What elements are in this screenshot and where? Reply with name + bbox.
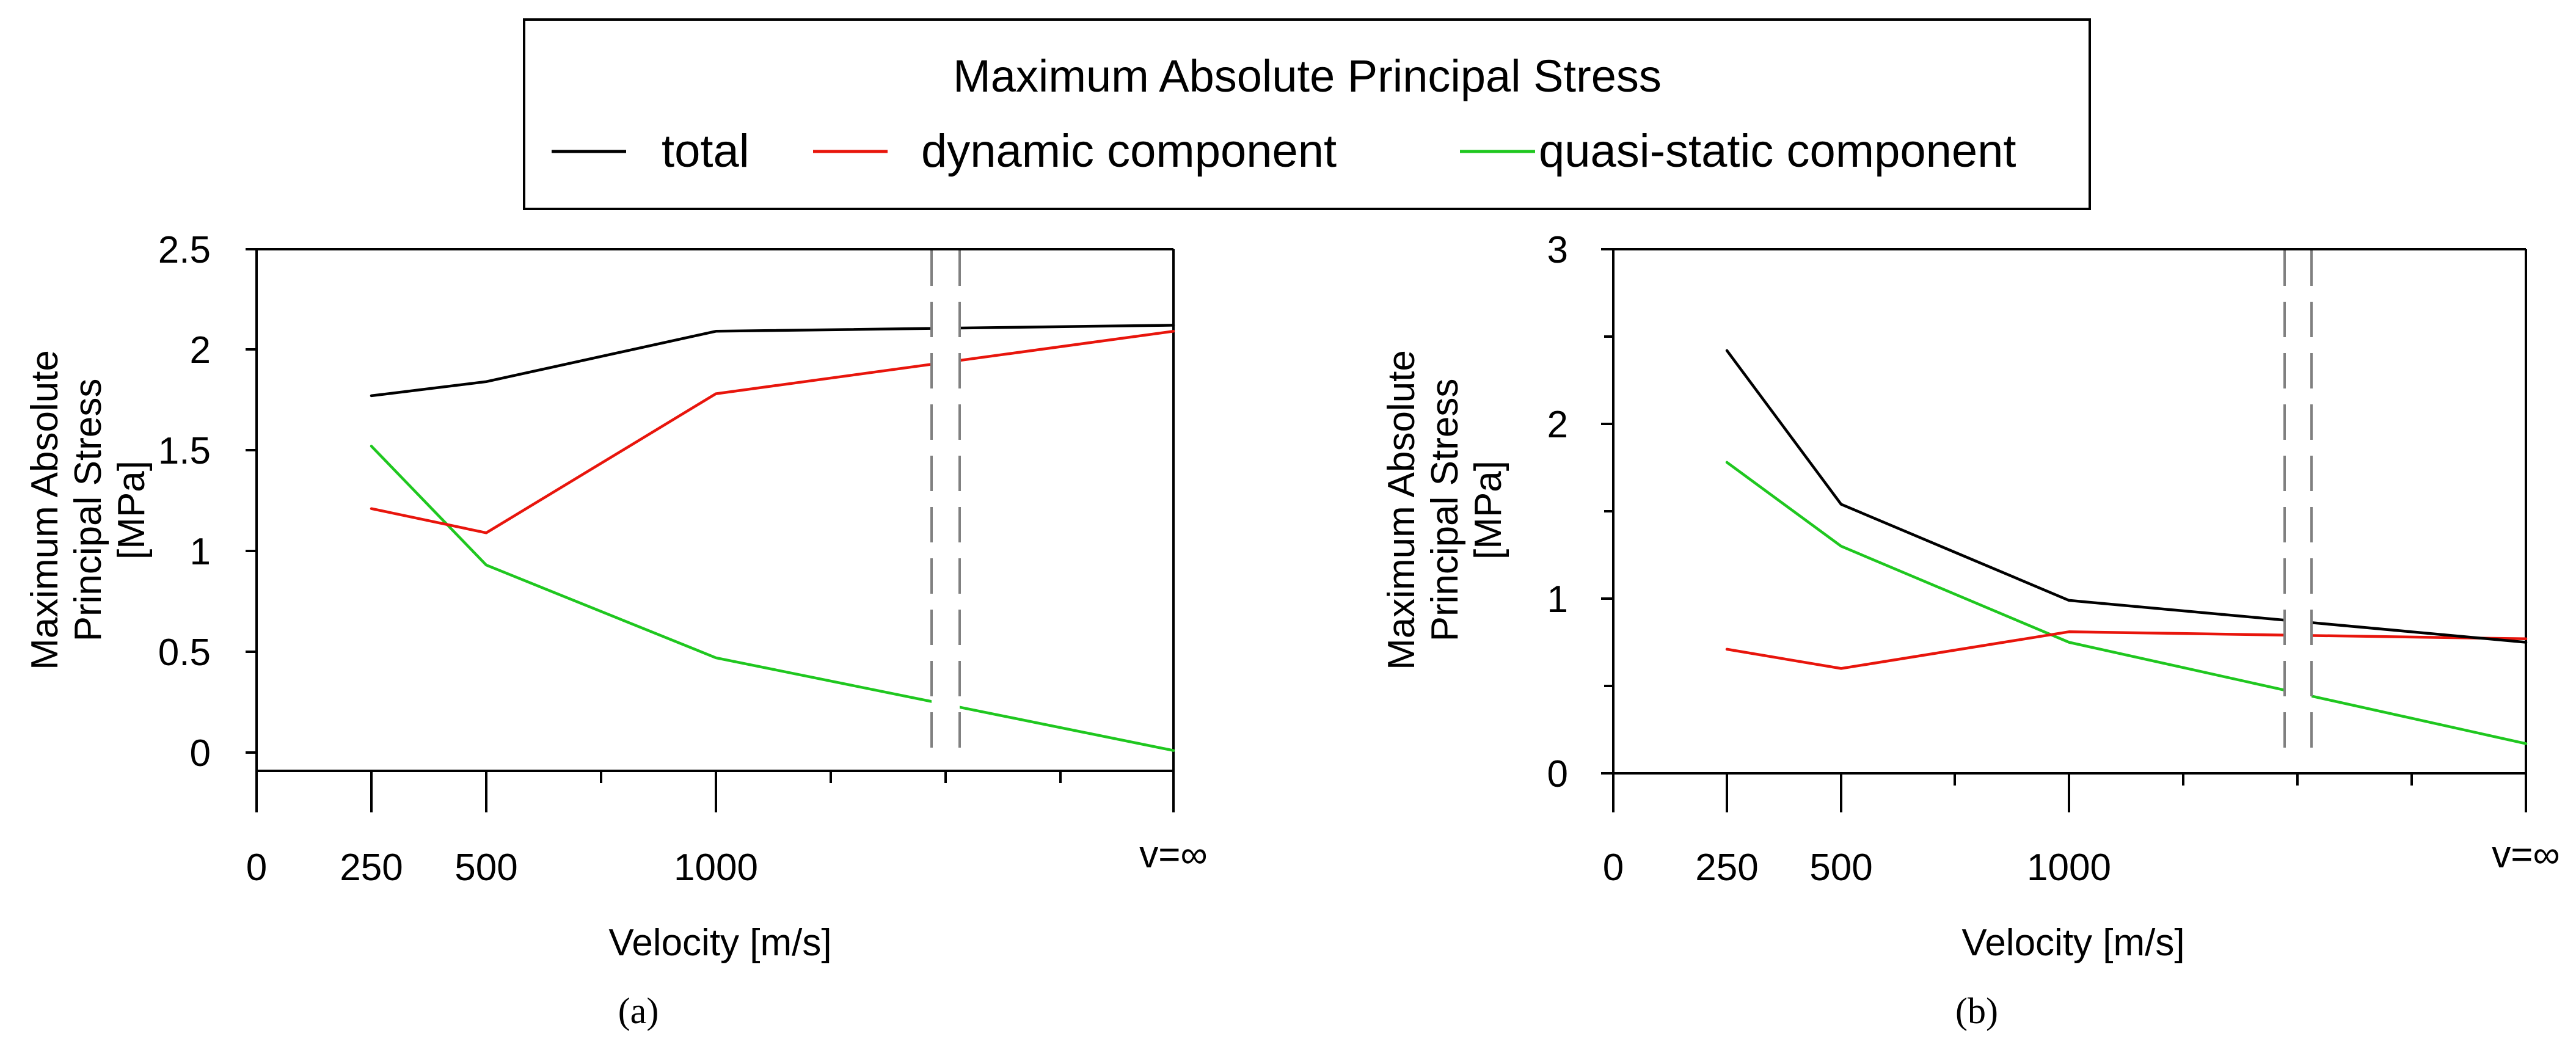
axis-break-a [930, 250, 961, 770]
legend: Maximum Absolute Principal Stress total … [523, 18, 2091, 210]
y-axis-label-line-b: Principal Stress [1424, 379, 1466, 642]
y-axis-label-line-a: Principal Stress [67, 379, 109, 642]
y-tick-label-a: 2 [190, 329, 211, 371]
x-tick-label-a: 0 [246, 847, 267, 889]
x-tick-label-a: 500 [454, 847, 517, 889]
series-layer-b [1725, 349, 2528, 745]
x-ticks-a [255, 771, 1175, 812]
y-axis-label-a: Maximum Absolute Principal Stress [MPa] [24, 350, 153, 670]
y-ticks-a [246, 248, 257, 754]
legend-label-total: total [662, 125, 750, 177]
y-axis-label-line-a: [MPa] [111, 461, 153, 560]
series-line-total-b [1725, 349, 2528, 644]
y-tick-label-a: 1.5 [158, 430, 211, 472]
x-tick-label-b: 500 [1809, 847, 1872, 889]
panel-label-b: (b) [1955, 991, 1998, 1031]
x-tick-labels-a: 0 250 500 1000 v=∞ [246, 834, 1208, 889]
y-tick-label-b: 3 [1547, 229, 1568, 271]
y-tick-label-a: 1 [190, 531, 211, 573]
y-tick-label-b: 1 [1547, 578, 1568, 621]
y-tick-label-b: 0 [1547, 753, 1568, 795]
y-axis-label-line-b: Maximum Absolute [1381, 350, 1423, 670]
legend-label-dynamic: dynamic component [921, 125, 1337, 177]
x-tick-label-b: 1000 [2027, 847, 2111, 889]
x-axis-label-a: Velocity [m/s] [608, 922, 831, 964]
panel-label-a: (a) [618, 991, 659, 1031]
x-tick-label-a: 1000 [674, 847, 758, 889]
series-line-dynamic-a [370, 330, 1175, 534]
x-tick-label-b: v=∞ [2492, 834, 2560, 876]
x-tick-label-b: 250 [1695, 847, 1758, 889]
y-axis-label-b: Maximum Absolute Principal Stress [MPa] [1381, 350, 1509, 670]
y-ticks-b [1601, 248, 1613, 775]
legend-box [523, 18, 2091, 210]
y-tick-label-a: 0 [190, 732, 211, 775]
y-tick-label-a: 0.5 [158, 632, 211, 674]
y-tick-labels-a: 0 0.5 1 1.5 2 2.5 [158, 229, 211, 775]
chart-panel-a: 0 0.5 1 1.5 2 2.5 0 250 500 1000 v=∞ [24, 229, 1208, 1031]
y-tick-labels-b: 0 1 2 3 [1547, 229, 1568, 795]
axis-break-gap-a [932, 250, 960, 770]
x-tick-labels-b: 0 250 500 1000 v=∞ [1603, 834, 2560, 889]
series-layer-a [370, 324, 1175, 752]
y-axis-label-line-b: [MPa] [1467, 461, 1509, 560]
x-ticks-b [1612, 773, 2527, 812]
chart-panel-b: 0 1 2 3 0 250 500 1000 v=∞ [1381, 229, 2560, 1031]
legend-label-quasi-static: quasi-static component [1539, 125, 2016, 177]
x-tick-label-b: 0 [1603, 847, 1624, 889]
axis-break-gap-b [2285, 250, 2311, 772]
x-tick-label-a: 250 [340, 847, 403, 889]
y-tick-label-b: 2 [1547, 404, 1568, 446]
x-tick-label-a: v=∞ [1139, 834, 1207, 876]
axis-break-b [2283, 250, 2313, 772]
y-axis-label-line-a: Maximum Absolute [24, 350, 66, 670]
y-tick-label-a: 2.5 [158, 229, 211, 271]
legend-title: Maximum Absolute Principal Stress [953, 51, 1662, 101]
series-line-dynamic-b [1725, 630, 2528, 670]
series-line-quasi-static-a [370, 445, 1175, 752]
x-axis-label-b: Velocity [m/s] [1961, 922, 2184, 964]
series-line-quasi-static-b [1725, 461, 2528, 745]
